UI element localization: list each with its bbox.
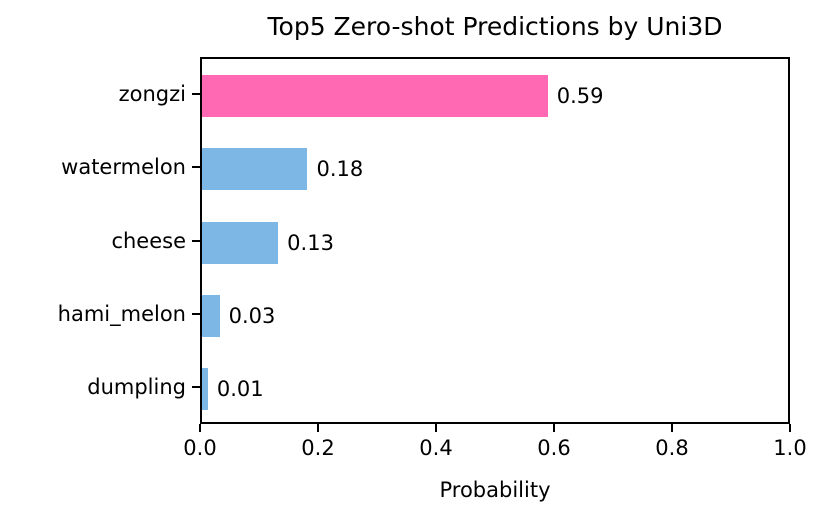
x-tick-0.8 xyxy=(671,424,673,432)
bar-zongzi xyxy=(202,74,548,117)
bar-dumpling xyxy=(202,368,208,411)
x-tick-1.0 xyxy=(789,424,791,432)
plot-area: 0.59 0.18 0.13 0.03 0.01 xyxy=(200,57,790,424)
category-label-zongzi: zongzi xyxy=(118,81,186,106)
x-tick-label-0.4: 0.4 xyxy=(419,436,453,460)
x-tick-0.6 xyxy=(553,424,555,432)
x-tick-label-0.0: 0.0 xyxy=(183,436,217,460)
category-label-hami_melon: hami_melon xyxy=(57,301,186,326)
x-tick-label-0.2: 0.2 xyxy=(301,436,335,460)
y-tick-zongzi xyxy=(192,92,200,95)
y-tick-dumpling xyxy=(192,386,200,389)
category-label-dumpling: dumpling xyxy=(87,375,186,400)
x-tick-0.2 xyxy=(317,424,319,432)
category-label-watermelon: watermelon xyxy=(61,155,186,180)
bar-cheese xyxy=(202,221,279,264)
bar-hami_melon xyxy=(202,294,220,337)
bar-watermelon xyxy=(202,148,308,191)
x-axis-label: Probability xyxy=(439,478,551,502)
value-label-hami_melon: 0.03 xyxy=(228,303,276,328)
x-tick-label-0.6: 0.6 xyxy=(537,436,571,460)
value-label-zongzi: 0.59 xyxy=(556,83,604,108)
x-tick-label-1.0: 1.0 xyxy=(773,436,807,460)
chart-title: Top5 Zero-shot Predictions by Uni3D xyxy=(267,12,723,41)
y-tick-cheese xyxy=(192,239,200,242)
x-tick-0.4 xyxy=(435,424,437,432)
value-label-dumpling: 0.01 xyxy=(216,377,264,402)
category-label-cheese: cheese xyxy=(111,228,186,253)
x-tick-label-0.8: 0.8 xyxy=(655,436,689,460)
value-label-cheese: 0.13 xyxy=(287,230,334,255)
y-tick-hami_melon xyxy=(192,312,200,315)
value-label-watermelon: 0.18 xyxy=(316,157,364,182)
y-tick-watermelon xyxy=(192,166,200,169)
x-tick-0.0 xyxy=(199,424,201,432)
